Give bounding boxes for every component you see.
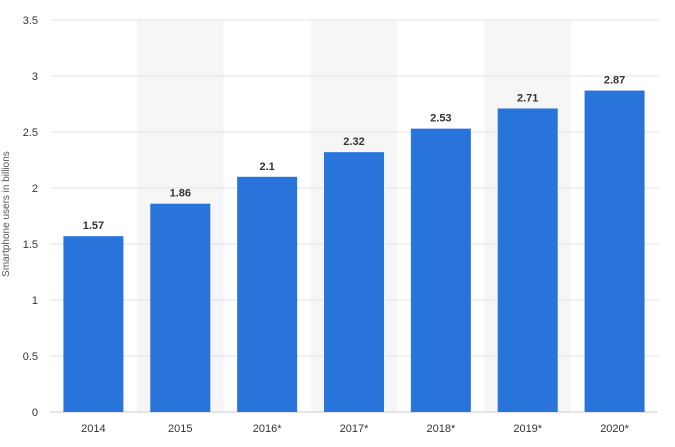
- x-tick-label: 2018*: [426, 423, 455, 435]
- x-tick-label: 2014: [81, 423, 105, 435]
- y-tick-label: 1: [32, 295, 38, 307]
- y-tick-label: 3.5: [23, 15, 38, 27]
- x-tick-label: 2016*: [253, 423, 282, 435]
- x-tick-label: 2020*: [600, 423, 629, 435]
- x-tick-label: 2019*: [513, 423, 542, 435]
- bar: [410, 128, 471, 412]
- bar: [324, 152, 384, 412]
- data-label: 2.53: [430, 113, 451, 125]
- bar: [63, 236, 124, 412]
- bar: [150, 203, 211, 412]
- y-tick-label: 2: [32, 183, 38, 195]
- y-tick-label: 0: [32, 407, 38, 419]
- bar: [497, 108, 558, 412]
- bars: [63, 90, 645, 412]
- data-label: 1.86: [170, 188, 191, 200]
- x-tick-label: 2017*: [340, 423, 369, 435]
- y-tick-label: 0.5: [23, 351, 38, 363]
- data-labels: 1.57 1.86 2.1 2.32 2.53 2.71 2.87: [83, 75, 626, 233]
- x-tick-label: 2015: [168, 423, 192, 435]
- data-label: 2.71: [517, 92, 538, 104]
- y-tick-labels: 0 0.5 1 1.5 2 2.5 3 3.5: [23, 15, 38, 419]
- data-label: 1.57: [83, 220, 104, 232]
- x-tick-labels: 2014 2015 2016* 2017* 2018* 2019* 2020*: [81, 423, 629, 435]
- data-label: 2.87: [604, 75, 625, 87]
- data-label: 2.1: [259, 161, 274, 173]
- y-axis-title: Smartphone users in billions: [1, 151, 12, 277]
- bar: [237, 176, 298, 412]
- y-tick-label: 1.5: [23, 239, 38, 251]
- bar: [584, 90, 645, 412]
- data-label: 2.32: [343, 136, 364, 148]
- y-tick-label: 3: [32, 71, 38, 83]
- y-tick-label: 2.5: [23, 127, 38, 139]
